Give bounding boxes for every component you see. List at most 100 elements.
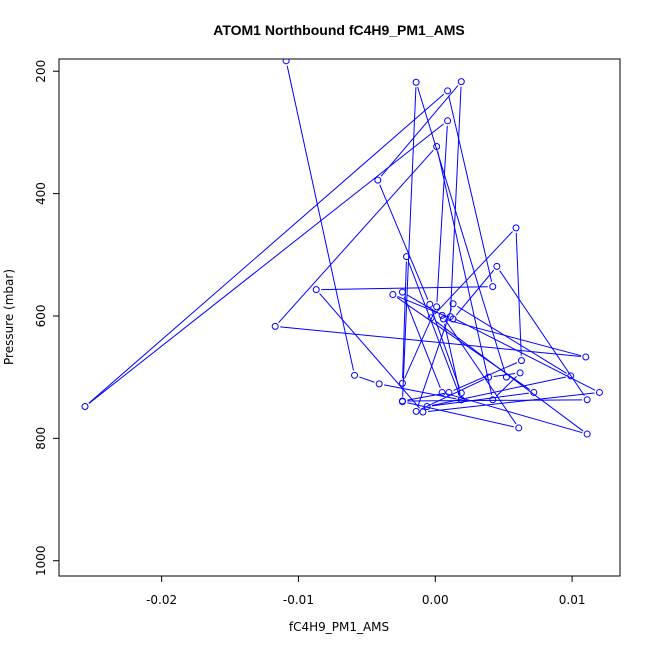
data-point [516,369,524,377]
series-segment [403,296,441,388]
series-segment [455,269,495,316]
data-point [493,262,501,270]
data-point [403,253,411,261]
x-tick-label: 0.00 [422,593,449,607]
data-point [515,424,523,432]
data-point [567,372,575,380]
series-segment [448,319,582,357]
series-segment [383,384,457,400]
series-layer [81,59,603,438]
plot-frame [58,58,621,577]
x-axis-label: fC4H9_PM1_AMS [289,620,389,634]
series-segment [406,294,439,314]
chart-title: ATOM1 Northbound fC4H9_PM1_AMS [213,22,465,38]
data-point [423,403,431,411]
series-segment [280,326,581,357]
data-point [271,322,279,330]
series-segment [417,308,452,407]
y-axis: 200 400 600 800 1000 [34,60,59,576]
data-point [444,117,452,125]
series-segment [359,376,375,383]
data-point [81,403,89,411]
series-segment [434,231,513,315]
data-point [374,176,382,184]
series-segment [286,65,354,371]
series-segment [437,151,493,396]
series-segment [321,286,488,291]
series-segment [420,378,485,410]
data-point [445,388,453,396]
series-segment [499,270,585,396]
data-point [583,430,591,438]
series-segment [379,184,429,300]
x-tick-label: -0.02 [146,593,177,607]
series-segment [402,87,417,397]
x-tick-label: -0.01 [283,593,314,607]
series-segment [380,85,459,177]
y-tick-label: 600 [34,305,48,328]
series-segment [88,123,444,404]
data-point [489,396,497,404]
series-segment [88,93,445,404]
data-point [457,389,465,397]
data-point [433,142,441,150]
data-point [502,373,510,381]
data-point [389,291,397,299]
data-point [438,388,446,396]
y-tick-label: 800 [34,427,48,450]
series-segment [404,311,436,379]
series-segment [436,125,448,302]
data-point [426,300,434,308]
series-segment [402,261,407,379]
data-point [485,373,493,381]
y-axis-label: Pressure (mbar) [2,269,16,365]
data-point [457,396,465,404]
data-point [351,371,359,379]
data-point [375,380,383,388]
data-point [427,314,435,322]
data-point [512,224,520,232]
data-point [449,300,457,308]
data-point [444,87,452,95]
series-segment [450,86,462,312]
data-point [398,398,406,406]
y-tick-label: 1000 [34,545,48,576]
data-point [583,396,591,404]
series-segment [448,95,493,282]
data-point [433,303,441,311]
series-segment [427,392,595,412]
data-point [582,353,590,361]
data-point [439,315,447,323]
series-segment [454,318,596,391]
series-segment [417,86,506,373]
series-segment [457,305,567,374]
x-axis: -0.02 -0.01 0.00 0.01 [146,576,585,607]
data-point [517,357,525,365]
data-point [412,407,420,415]
data-point [449,315,457,323]
data-point [530,388,538,396]
series-segment [495,376,517,397]
series-segment [431,392,529,407]
data-point [595,388,603,396]
series-segment [407,399,583,402]
series-segment [407,402,514,428]
series-segment [431,308,461,389]
data-point [398,379,406,387]
data-point [412,78,420,86]
data-point [438,311,446,319]
data-point [282,59,290,65]
data-point [489,283,497,291]
y-tick-label: 200 [34,60,48,83]
data-point [457,78,465,86]
y-tick-label: 400 [34,182,48,205]
data-point [398,288,406,296]
series-segment [444,323,461,396]
series-segment [444,319,517,425]
series-segment [407,392,445,401]
series-segment [446,393,583,434]
data-point [312,286,320,294]
x-tick-label: 0.01 [559,593,586,607]
series-segment [515,232,522,356]
